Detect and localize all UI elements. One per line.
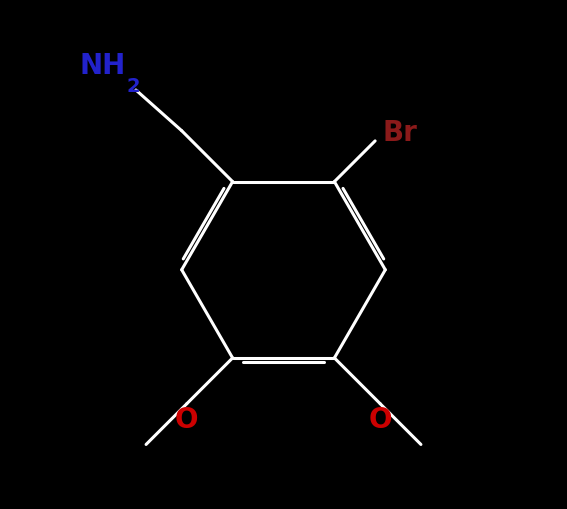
Text: O: O <box>175 406 198 434</box>
Text: NH: NH <box>79 52 126 80</box>
Text: Br: Br <box>383 119 418 147</box>
Text: O: O <box>369 406 392 434</box>
Text: 2: 2 <box>127 77 141 96</box>
